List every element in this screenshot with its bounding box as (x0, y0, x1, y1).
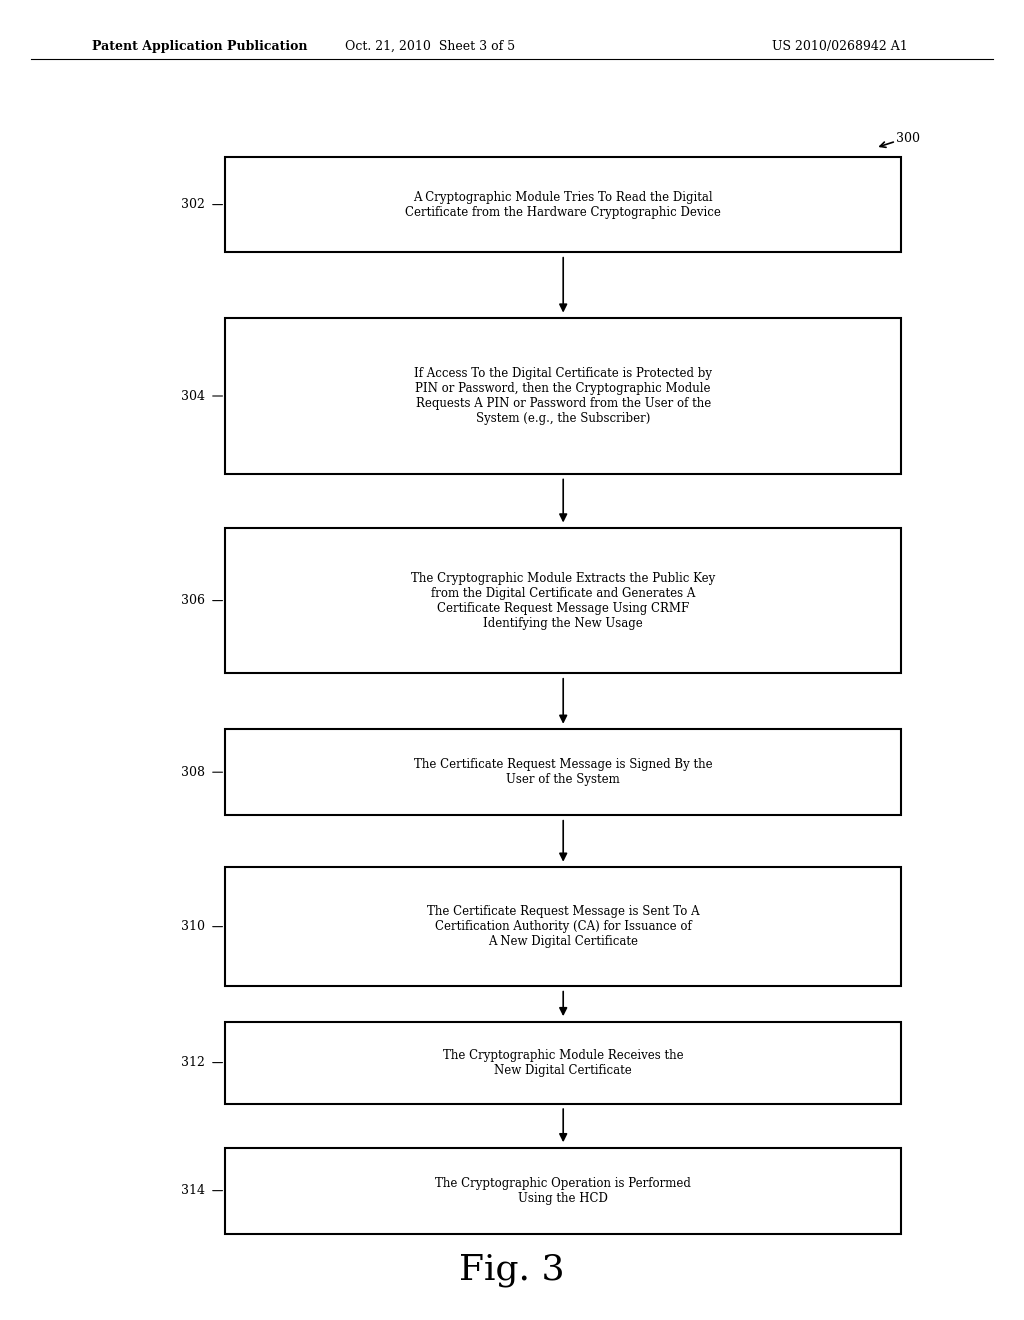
Text: The Cryptographic Operation is Performed
Using the HCD: The Cryptographic Operation is Performed… (435, 1176, 691, 1205)
Text: Fig. 3: Fig. 3 (459, 1253, 565, 1287)
Text: 300: 300 (896, 132, 920, 145)
FancyBboxPatch shape (225, 1147, 901, 1233)
Text: 306: 306 (181, 594, 205, 607)
FancyBboxPatch shape (225, 318, 901, 474)
FancyBboxPatch shape (225, 1022, 901, 1104)
Text: 314: 314 (181, 1184, 205, 1197)
FancyBboxPatch shape (225, 157, 901, 252)
FancyBboxPatch shape (225, 867, 901, 986)
FancyBboxPatch shape (225, 528, 901, 673)
Text: The Cryptographic Module Receives the
New Digital Certificate: The Cryptographic Module Receives the Ne… (443, 1048, 683, 1077)
Text: Patent Application Publication: Patent Application Publication (92, 40, 307, 53)
Text: US 2010/0268942 A1: US 2010/0268942 A1 (772, 40, 907, 53)
Text: 308: 308 (181, 766, 205, 779)
Text: Oct. 21, 2010  Sheet 3 of 5: Oct. 21, 2010 Sheet 3 of 5 (345, 40, 515, 53)
Text: The Certificate Request Message is Sent To A
Certification Authority (CA) for Is: The Certificate Request Message is Sent … (427, 906, 699, 948)
Text: 312: 312 (181, 1056, 205, 1069)
Text: 310: 310 (181, 920, 205, 933)
Text: A Cryptographic Module Tries To Read the Digital
Certificate from the Hardware C: A Cryptographic Module Tries To Read the… (406, 190, 721, 219)
Text: 304: 304 (181, 389, 205, 403)
Text: The Cryptographic Module Extracts the Public Key
from the Digital Certificate an: The Cryptographic Module Extracts the Pu… (411, 572, 716, 630)
Text: If Access To the Digital Certificate is Protected by
PIN or Password, then the C: If Access To the Digital Certificate is … (414, 367, 713, 425)
FancyBboxPatch shape (225, 729, 901, 816)
Text: The Certificate Request Message is Signed By the
User of the System: The Certificate Request Message is Signe… (414, 758, 713, 787)
Text: 302: 302 (181, 198, 205, 211)
